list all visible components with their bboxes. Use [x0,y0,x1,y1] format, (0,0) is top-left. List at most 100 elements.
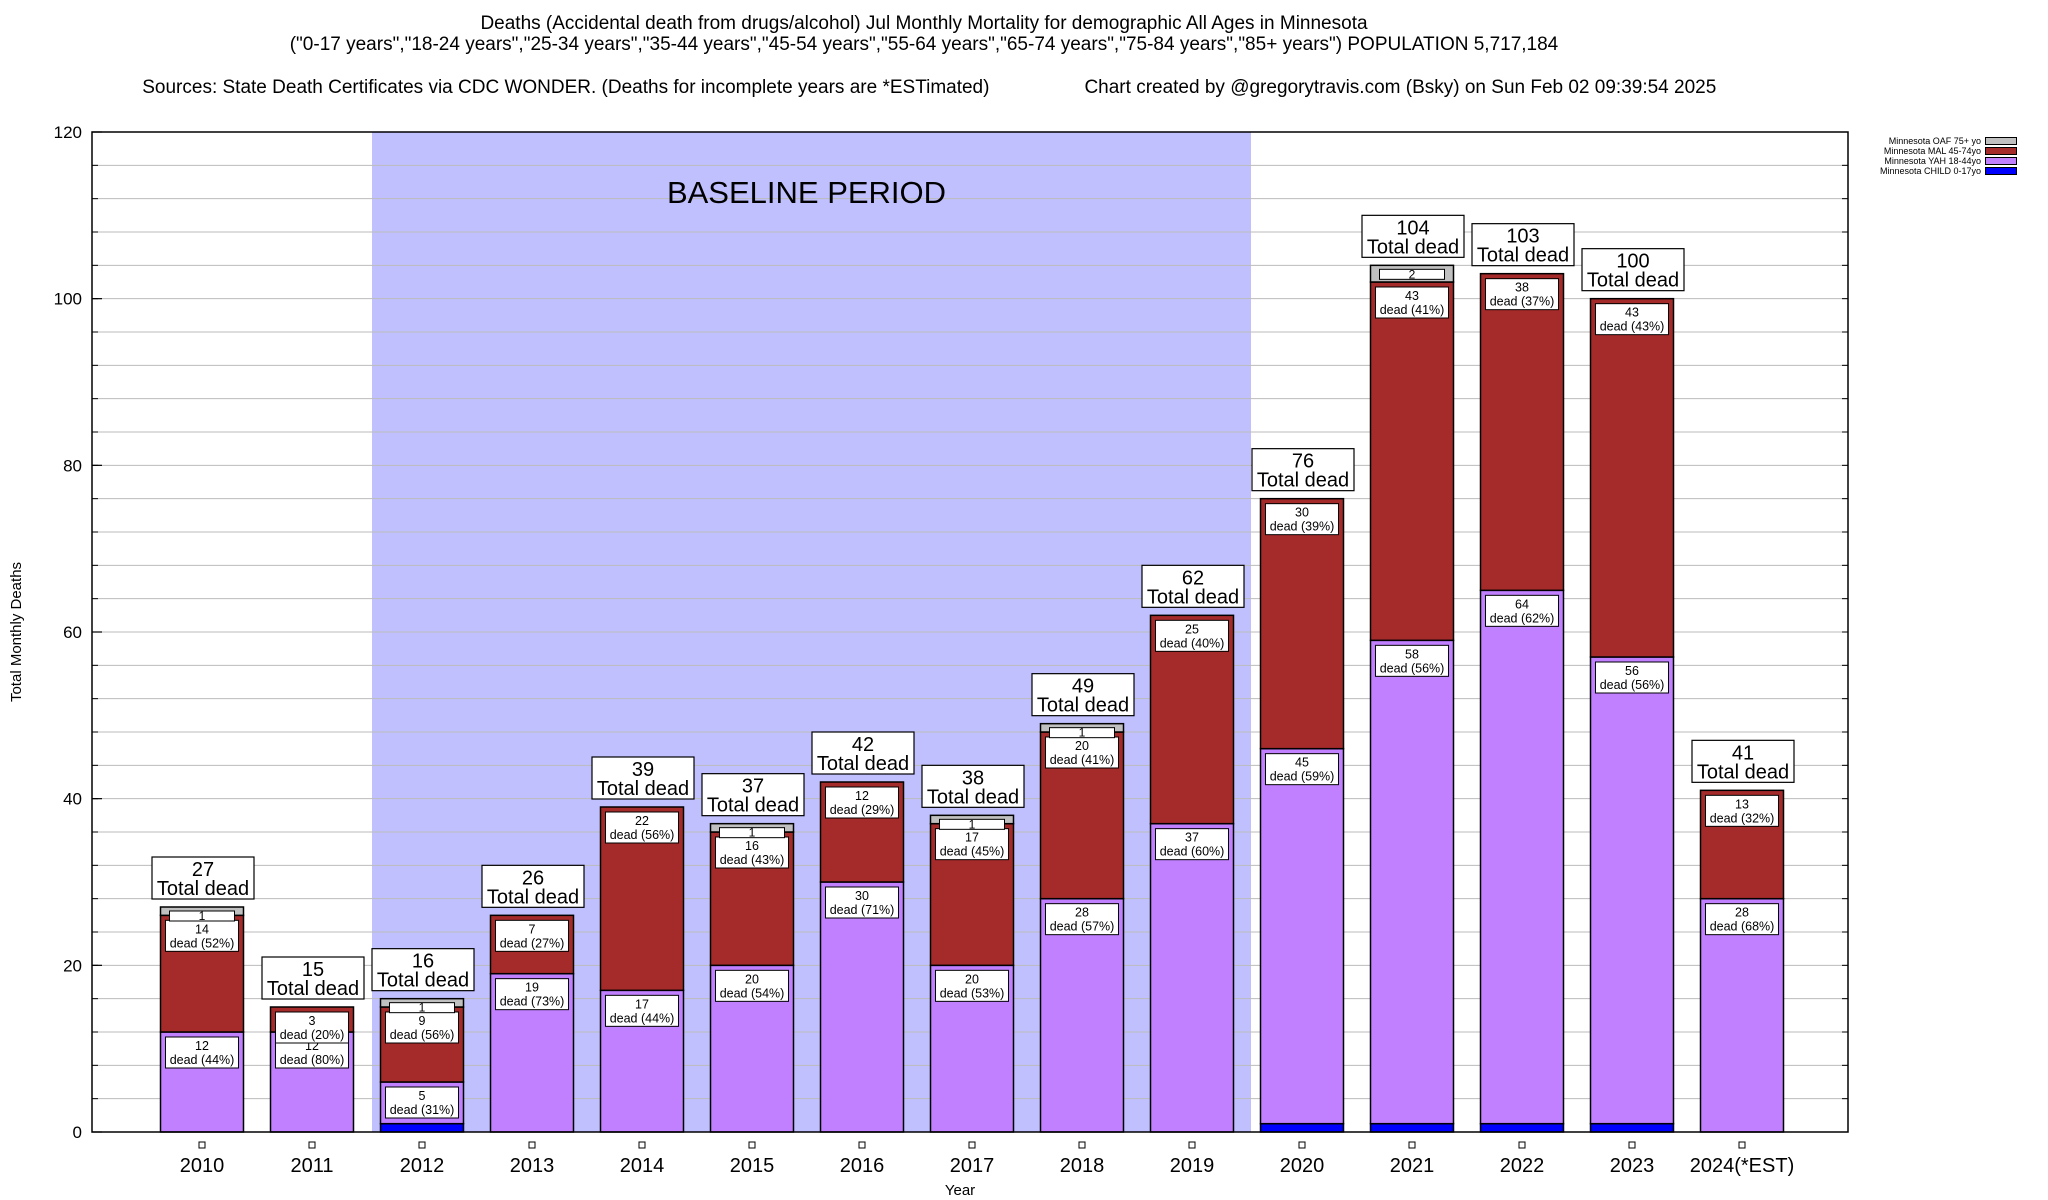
total-label-box [371,948,475,992]
segment-label-pct: dead (53%) [940,986,1005,1000]
legend-swatch [1985,157,2018,165]
legend-swatch [1985,137,2018,145]
segment-label-pct: dead (32%) [1710,811,1775,825]
total-label-value: 100 [1616,251,1649,273]
segment-label-box [1375,286,1449,319]
total-label-box [921,764,1025,808]
segment-label-count: 64 [1515,597,1529,611]
total-label-suffix: Total dead [1257,470,1349,492]
segment-label-count: 56 [1625,664,1639,678]
segment-label-pct: dead (45%) [940,845,1005,859]
segment-label-pct: dead (56%) [390,1028,455,1042]
segment-label-pct: dead (68%) [1710,920,1775,934]
total-label-suffix: Total dead [597,778,689,800]
x-tick-label: 2011 [290,1155,333,1177]
total-label-suffix: Total dead [1367,236,1459,258]
legend-label: Minnesota OAF 75+ yo [1888,136,1982,146]
chart-subtitle-ages: ("0-17 years","18-24 years","25-34 years… [289,34,1559,55]
segment-label-box [825,786,899,819]
x-tick-marker [1408,1141,1416,1149]
segment-label-count: 58 [1405,647,1419,661]
segment-label-count: 30 [1295,506,1309,520]
segment-label-count: 38 [1515,281,1529,295]
x-tick-label: 2019 [1170,1155,1215,1177]
segment-label-pct: dead (29%) [830,803,895,817]
x-tick-marker [1078,1141,1086,1149]
total-label-suffix: Total dead [927,786,1019,808]
segment-label-pct: dead (80%) [280,1053,345,1067]
legend: Minnesota OAF 75+ yo Minnesota MAL 45-74y… [1880,136,2018,176]
segment-label: 2 [1409,267,1416,281]
bar-segment-yah [1479,589,1565,1125]
segment-label-count: 28 [1075,906,1089,920]
segment-label-count: 5 [419,1089,426,1103]
credit-text: Chart created by @gregorytravis.com (Bsk… [1084,77,1717,98]
bar-segment-child [1369,1122,1455,1133]
total-label-value: 26 [522,867,544,889]
bar-segment-mal [1589,297,1675,658]
segment-label: 1 [749,826,756,840]
y-tick-label: 20 [63,956,82,975]
segment-label: 1 [969,817,976,831]
segment-label-box [1265,753,1339,786]
segment-label-box [1375,644,1449,677]
legend-label: Minnesota CHILD 0-17yo [1880,166,1982,176]
total-label-box [701,773,805,817]
segment-label-box [605,994,679,1027]
segment-label-count: 12 [195,1039,209,1053]
segment-label-pct: dead (39%) [1270,520,1335,534]
segment-label-box [605,811,679,844]
total-label-value: 42 [852,734,874,756]
segment-label-count: 16 [745,839,759,853]
total-label-value: 41 [1732,742,1754,764]
total-label-value: 62 [1182,567,1204,589]
x-tick-marker [1628,1141,1636,1149]
segment-label-count: 45 [1295,756,1309,770]
legend-item: Minnesota CHILD 0-17yo [1880,166,2018,176]
total-label-box [591,756,695,800]
x-tick-marker [1738,1141,1746,1149]
segment-label-count: 25 [1185,622,1199,636]
segment-label-count: 37 [1185,831,1199,845]
segment-label-box [495,978,569,1011]
segment-label-box [1045,736,1119,769]
x-tick-label: 2021 [1390,1155,1435,1177]
segment-label-box [1705,794,1779,827]
segment-label-box [165,1036,239,1069]
segment-label-count: 28 [1735,906,1749,920]
segment-label-box [1485,278,1559,311]
total-label-box [1361,214,1465,258]
segment-label-count: 43 [1625,306,1639,320]
legend-item: Minnesota YAH 18-44yo [1880,156,2018,166]
y-tick-label: 100 [54,290,82,309]
x-tick-label: 2022 [1500,1155,1545,1177]
legend-item: Minnesota MAL 45-74yo [1880,146,2018,156]
baseline-period-label: BASELINE PERIOD [667,175,946,210]
segment-label-count: 20 [1075,739,1089,753]
total-label-value: 16 [412,951,434,973]
segment-label-pct: dead (44%) [610,1011,675,1025]
segment-label-pct: dead (57%) [1050,920,1115,934]
bar-segment-mal [1369,281,1455,642]
segment-label-box [939,818,1005,830]
segment-label-box [169,910,235,922]
segment-label-pct: dead (20%) [280,1028,345,1042]
x-tick-marker [1188,1141,1196,1149]
total-label-box [1031,673,1135,717]
total-label-value: 39 [632,759,654,781]
segment-label-box [495,919,569,952]
x-tick-marker [858,1141,866,1149]
total-label-box [1471,223,1575,267]
chart-sources: Sources: State Death Certificates via CD… [0,55,1848,99]
segment-label-box [1379,268,1445,280]
segment-label-pct: dead (31%) [390,1103,455,1117]
total-label-box [1581,248,1685,292]
segment-label-box [389,1002,455,1014]
x-tick-label: 2016 [840,1155,885,1177]
bar-segment-child [1479,1122,1565,1133]
